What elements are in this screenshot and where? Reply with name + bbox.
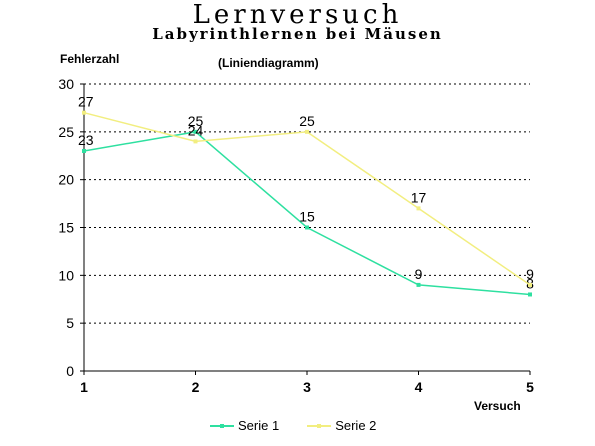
legend-label-serie-1: Serie 1 bbox=[238, 418, 280, 433]
data-label: 25 bbox=[188, 113, 204, 129]
y-axis-label: Fehlerzahl bbox=[60, 52, 120, 66]
y-tick-label: 5 bbox=[66, 315, 74, 331]
x-tick-label: 2 bbox=[192, 379, 200, 395]
legend-item-serie-1: Serie 1 bbox=[210, 418, 279, 433]
y-tick-label: 15 bbox=[58, 220, 74, 236]
data-point bbox=[82, 148, 86, 153]
data-label: 23 bbox=[78, 132, 94, 148]
data-label: 9 bbox=[415, 266, 423, 282]
data-point bbox=[416, 206, 421, 211]
data-label: 15 bbox=[299, 209, 315, 225]
x-tick-label: 4 bbox=[415, 379, 423, 395]
data-label: 27 bbox=[78, 94, 94, 110]
data-point bbox=[82, 110, 86, 115]
data-label: 9 bbox=[526, 266, 534, 282]
y-tick-label: 20 bbox=[58, 172, 74, 188]
y-tick-label: 10 bbox=[58, 267, 74, 283]
legend: Serie 1 Serie 2 bbox=[210, 418, 376, 433]
data-point bbox=[416, 282, 421, 287]
data-point bbox=[193, 129, 198, 134]
data-point bbox=[305, 225, 309, 230]
chart-subtitle: Labyrinthlernen bei Mäusen bbox=[152, 25, 443, 43]
legend-swatch-serie-1 bbox=[210, 423, 234, 428]
x-axis-label: Versuch bbox=[474, 399, 521, 413]
legend-label-serie-2: Serie 2 bbox=[335, 418, 377, 433]
x-tick-label: 1 bbox=[80, 379, 88, 395]
data-point bbox=[528, 292, 532, 297]
data-point bbox=[528, 282, 532, 287]
x-tick-label: 5 bbox=[526, 379, 534, 395]
legend-item-serie-2: Serie 2 bbox=[307, 418, 376, 433]
x-tick-label: 3 bbox=[303, 379, 311, 395]
legend-swatch-serie-2 bbox=[307, 423, 332, 428]
data-point bbox=[305, 129, 309, 134]
data-label: 25 bbox=[299, 113, 315, 129]
y-tick-label: 30 bbox=[58, 76, 74, 92]
y-tick-label: 0 bbox=[66, 363, 74, 379]
data-point bbox=[193, 139, 198, 144]
data-label: 24 bbox=[188, 122, 204, 138]
data-label: 17 bbox=[411, 189, 427, 205]
series-line-2 bbox=[83, 111, 531, 286]
y-tick-label: 25 bbox=[58, 124, 74, 140]
chart-title: Lernversuch bbox=[192, 0, 403, 30]
chart-type-note: (Liniendiagramm) bbox=[218, 56, 319, 70]
